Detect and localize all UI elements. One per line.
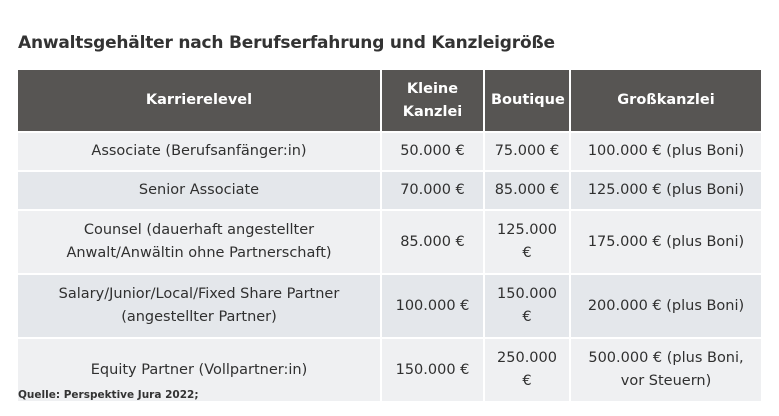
header-kleine-kanzlei: Kleine Kanzlei [381,70,485,132]
header-grosskanzlei: Großkanzlei [570,70,761,132]
table-row: Salary/Junior/Local/Fixed Share Partner … [18,273,761,338]
cell-grosskanzlei: 175.000 € (plus Boni) [570,209,761,274]
cell-grosskanzlei: 100.000 € (plus Boni) [570,131,761,171]
cell-kleine-kanzlei: 50.000 € [381,131,485,171]
table-row: Associate (Berufsanfänger:in) 50.000 € 7… [18,131,761,171]
cell-kleine-kanzlei: 100.000 € [381,273,485,338]
header-karrierelevel: Karrierelevel [18,70,382,132]
salary-table: Karrierelevel Kleine Kanzlei Boutique Gr… [18,70,761,401]
cell-boutique: 125.000 € [484,209,571,274]
table-row: Counsel (dauerhaft angestellter Anwalt/A… [18,209,761,274]
cell-grosskanzlei: 500.000 € (plus Boni, vor Steuern) [570,337,761,401]
table-title: Anwaltsgehälter nach Berufserfahrung und… [18,33,555,53]
cell-level: Senior Associate [18,170,382,210]
cell-kleine-kanzlei: 85.000 € [381,209,485,274]
cell-grosskanzlei: 200.000 € (plus Boni) [570,273,761,338]
table-row: Equity Partner (Vollpartner:in) 150.000 … [18,337,761,401]
source-note: Quelle: Perspektive Jura 2022; [18,389,199,401]
cell-boutique: 250.000 € [484,337,571,401]
table-header-row: Karrierelevel Kleine Kanzlei Boutique Gr… [18,70,761,132]
cell-grosskanzlei: 125.000 € (plus Boni) [570,170,761,210]
cell-level: Associate (Berufsanfänger:in) [18,131,382,171]
header-boutique: Boutique [484,70,571,132]
cell-level: Salary/Junior/Local/Fixed Share Partner … [18,273,382,338]
cell-kleine-kanzlei: 70.000 € [381,170,485,210]
cell-level: Counsel (dauerhaft angestellter Anwalt/A… [18,209,382,274]
cell-boutique: 150.000 € [484,273,571,338]
table-row: Senior Associate 70.000 € 85.000 € 125.0… [18,170,761,210]
cell-boutique: 75.000 € [484,131,571,171]
cell-boutique: 85.000 € [484,170,571,210]
cell-kleine-kanzlei: 150.000 € [381,337,485,401]
cell-level: Equity Partner (Vollpartner:in) [18,337,382,401]
